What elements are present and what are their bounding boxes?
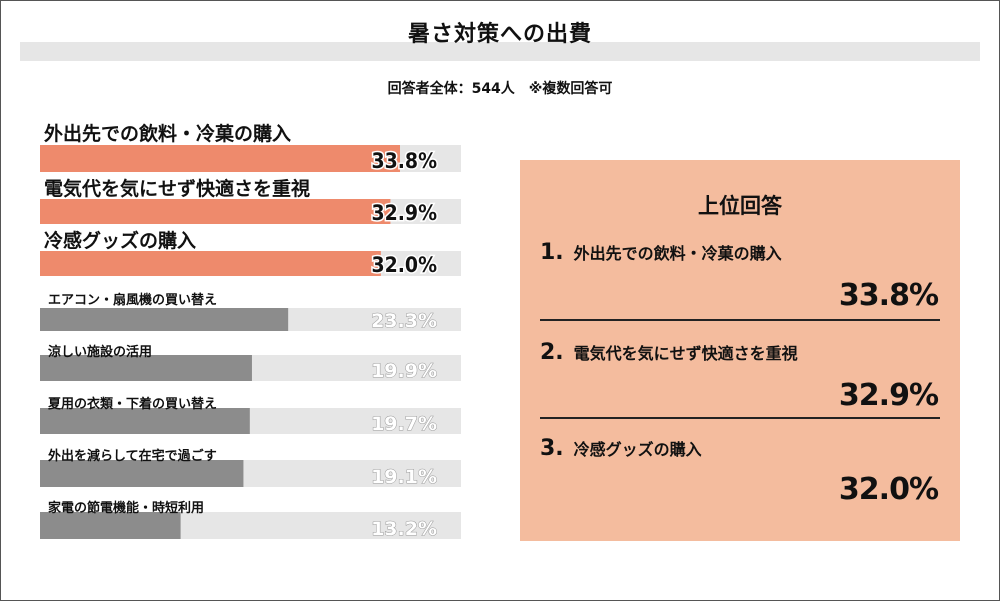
rank-number: 2. [540, 340, 564, 365]
category-label: エアコン・扇風機の買い替え [48, 292, 217, 308]
rank-item-3: 3. 冷感グッズの購入 [540, 436, 940, 461]
category-label: 涼しい施設の活用 [48, 344, 152, 360]
value-label: 19.9% [371, 360, 437, 382]
category-label: 冷感グッズの購入 [44, 229, 196, 252]
rank-value-3: 32.0% [838, 472, 939, 507]
value-label: 32.9% [371, 201, 437, 225]
bar [40, 460, 244, 487]
divider [540, 417, 940, 419]
rank-label: 電気代を気にせず快適さを重視 [573, 344, 798, 363]
title-band [20, 42, 980, 61]
divider [540, 319, 940, 321]
value-label: 32.0% [371, 253, 437, 277]
category-label: 夏用の衣類・下着の買い替え [47, 396, 217, 412]
value-label: 23.3% [371, 310, 437, 332]
bar [40, 199, 391, 224]
value-label: 13.2% [371, 518, 437, 540]
bar [40, 355, 252, 381]
rank-item-1: 1. 外出先での飲料・冷菓の購入 [540, 240, 940, 265]
bar [40, 512, 181, 539]
panel-title: 上位回答 [698, 194, 782, 218]
category-label: 外出を減らして在宅で過ごす [47, 448, 217, 464]
top-answers-panel: 上位回答 1. 外出先での飲料・冷菓の購入 33.8% 2. 電気代を気にせず快適さ… [520, 160, 960, 541]
category-label: 家電の節電機能・時短利用 [48, 500, 204, 516]
category-label: 外出先での飲料・冷菓の購入 [44, 122, 291, 145]
value-label: 19.7% [371, 413, 437, 435]
bar-chart: 外出先での飲料・冷菓の購入 33.8% 電気代を気にせず快適さを重視 32.9% 冷感グ… [40, 122, 461, 541]
category-label: 電気代を気にせず快適さを重視 [44, 177, 310, 200]
bar [40, 251, 381, 276]
rank-value-2: 32.9% [838, 378, 939, 413]
bar [40, 408, 250, 434]
rank-number: 1. [540, 240, 564, 265]
bar [40, 145, 400, 172]
rank-item-2: 2. 電気代を気にせず快適さを重視 [540, 340, 940, 365]
rank-label: 冷感グッズの購入 [573, 440, 702, 459]
rank-label: 外出先での飲料・冷菓の購入 [573, 244, 782, 263]
value-label: 19.1% [371, 466, 437, 488]
chart-title: 暑さ対策への出費 [407, 22, 592, 47]
value-label: 33.8% [371, 149, 437, 173]
rank-number: 3. [540, 436, 564, 461]
rank-value-1: 33.8% [838, 278, 939, 313]
chart-subtitle: 回答者全体：544人 ※複数回答可 [387, 81, 613, 97]
bar [40, 308, 289, 331]
